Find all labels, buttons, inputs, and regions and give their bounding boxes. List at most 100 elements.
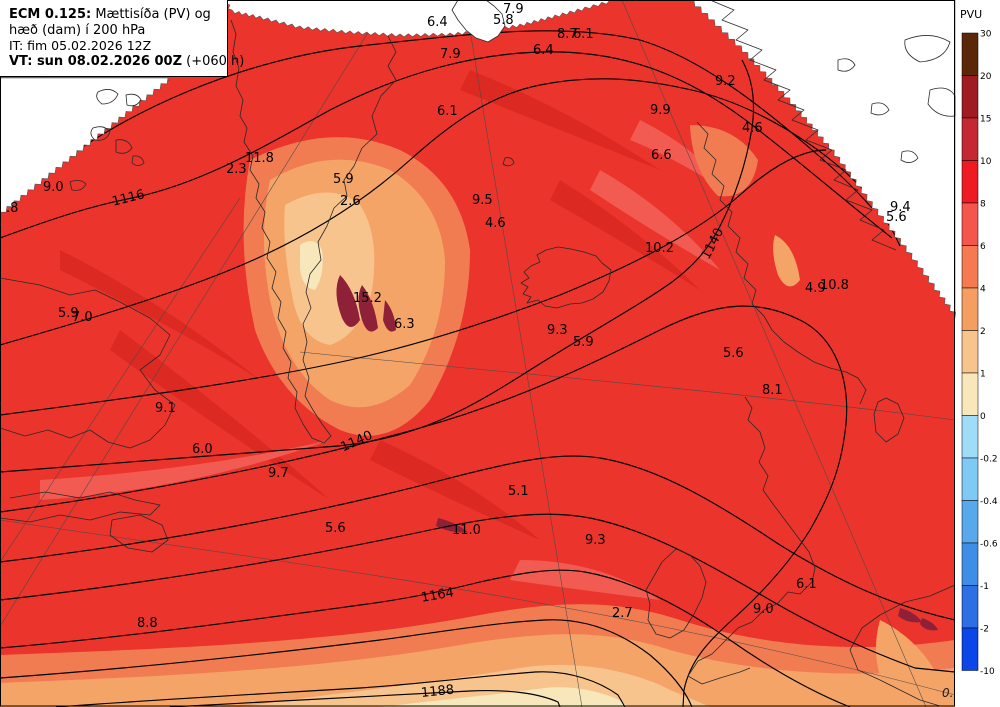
pv-value-label: 7.9 bbox=[440, 47, 461, 62]
colorbar-tick-label: -0.2 bbox=[980, 455, 998, 465]
colorbar-segment bbox=[961, 372, 979, 416]
pv-value-label: 5.9 bbox=[573, 335, 594, 350]
pv-value-label: .8 bbox=[6, 201, 18, 216]
legend-run-time: IT: fim 05.02.2026 12Z bbox=[9, 38, 152, 53]
height-contour-label: 1188 bbox=[420, 683, 454, 701]
legend-box: ECM 0.125: Mættisíða (PV) og hæð (dam) í… bbox=[0, 0, 245, 77]
coastline bbox=[131, 155, 145, 166]
coastline bbox=[849, 584, 956, 651]
out-of-domain-top bbox=[225, 0, 611, 38]
colorbar-tick-label: -2 bbox=[980, 625, 989, 635]
colorbar-segment bbox=[961, 160, 979, 204]
pv-value-label: 9.0 bbox=[753, 602, 774, 617]
colorbar-segment bbox=[961, 457, 979, 501]
pv-value-label: 8.8 bbox=[137, 616, 158, 631]
graticule-line bbox=[299, 351, 956, 421]
coastline bbox=[837, 58, 856, 72]
pv-value-label: 9.0 bbox=[43, 180, 64, 195]
pv-value-label: 5.8 bbox=[493, 13, 514, 28]
colorbar-tick-label: 4 bbox=[980, 285, 986, 295]
colorbar-tick-label: 0 bbox=[980, 412, 986, 422]
graticule-line bbox=[464, 0, 583, 707]
coastline bbox=[849, 649, 941, 707]
pv-value-label: 6.3 bbox=[394, 317, 415, 332]
out-of-domain-northeast bbox=[687, 0, 956, 319]
pv-fill-region bbox=[773, 235, 800, 287]
pv-value-label: 9.2 bbox=[715, 74, 736, 89]
height-contour bbox=[169, 690, 561, 707]
pv-value-label: 11.0 bbox=[452, 523, 481, 538]
coastline bbox=[870, 102, 890, 116]
colorbar-tick-label: -0.6 bbox=[980, 540, 998, 550]
pv-value-label: 5.9 bbox=[333, 172, 354, 187]
pv-fill-region bbox=[300, 241, 323, 290]
pv-fill-region bbox=[383, 300, 396, 332]
colorbar-segment bbox=[961, 202, 979, 246]
pv-fill-region bbox=[0, 634, 955, 707]
pv-value-label: 10.8 bbox=[820, 278, 849, 293]
pv-value-label: 7.0 bbox=[72, 310, 93, 325]
pv-fill-region bbox=[550, 180, 700, 290]
legend-valid-time: VT: sun 08.02.2026 00Z (+060 h) bbox=[9, 53, 245, 69]
pv-value-label: 8.1 bbox=[762, 383, 783, 398]
colorbar-tick-label: 1 bbox=[980, 370, 986, 380]
height-contour bbox=[0, 51, 893, 239]
coastline bbox=[69, 180, 87, 191]
coastline bbox=[687, 396, 816, 685]
pv-fill-region bbox=[380, 687, 628, 707]
height-contour bbox=[0, 569, 851, 707]
coastline-layer bbox=[0, 0, 956, 707]
colorbar-tick-label: 30 bbox=[980, 30, 992, 40]
pv-value-label: 2.7 bbox=[612, 606, 633, 621]
coastline bbox=[90, 126, 111, 141]
pv-fill-region bbox=[370, 440, 540, 540]
height-contour-layer bbox=[0, 30, 956, 707]
pv-value-label: 5.6 bbox=[886, 210, 907, 225]
colorbar-segment bbox=[961, 330, 979, 374]
coastline bbox=[904, 35, 951, 63]
pv-value-label: 6.1 bbox=[796, 577, 817, 592]
pv-fill-region bbox=[898, 608, 922, 623]
colorbar-tick-label: -1 bbox=[980, 582, 989, 592]
pv-value-label: 6.4 bbox=[533, 43, 554, 58]
pv-value-label: 2.3 bbox=[226, 162, 247, 177]
pv-value-label: 6.6 bbox=[651, 148, 672, 163]
colorbar-segment bbox=[961, 542, 979, 586]
colorbar-segment bbox=[961, 32, 979, 76]
height-contour bbox=[25, 30, 873, 209]
pv-value-label: 9.9 bbox=[650, 103, 671, 118]
height-contour bbox=[0, 78, 901, 346]
coastline bbox=[502, 157, 515, 167]
pv-value-label: 6.1 bbox=[573, 27, 594, 42]
colorbar-tick-label: 6 bbox=[980, 242, 986, 252]
colorbar-tick-label: 2 bbox=[980, 327, 986, 337]
coastline bbox=[709, 0, 897, 251]
coastline bbox=[451, 0, 506, 43]
coastline bbox=[230, 19, 397, 444]
height-contour-label: 1164 bbox=[420, 585, 455, 606]
pv-value-label: 15.2 bbox=[353, 291, 382, 306]
map-background bbox=[0, 0, 955, 706]
height-contour bbox=[0, 513, 956, 673]
height-contour bbox=[0, 619, 693, 707]
pv-value-label: 4.6 bbox=[742, 121, 763, 136]
pv-value-label: 6.4 bbox=[427, 15, 448, 30]
colorbar-tick-label: 10 bbox=[980, 157, 992, 167]
colorbar-segment bbox=[961, 585, 979, 629]
pv-value-label: 5.9 bbox=[58, 306, 79, 321]
pv-fill-region bbox=[40, 440, 330, 500]
pv-value-label: 6.1 bbox=[437, 104, 458, 119]
coastline bbox=[125, 93, 142, 107]
pv-value-label: 11.8 bbox=[245, 151, 274, 166]
pv-fill-region bbox=[336, 275, 360, 328]
pv-value-label: 9.7 bbox=[268, 466, 289, 481]
pv-fill-region bbox=[876, 620, 940, 694]
colorbar-segment bbox=[961, 627, 979, 671]
coastline bbox=[109, 514, 169, 553]
island-fill bbox=[452, 0, 505, 42]
colorbar-segment bbox=[961, 117, 979, 161]
colorbar-segment bbox=[961, 75, 979, 119]
corner-zero-label: 0. bbox=[942, 686, 953, 700]
